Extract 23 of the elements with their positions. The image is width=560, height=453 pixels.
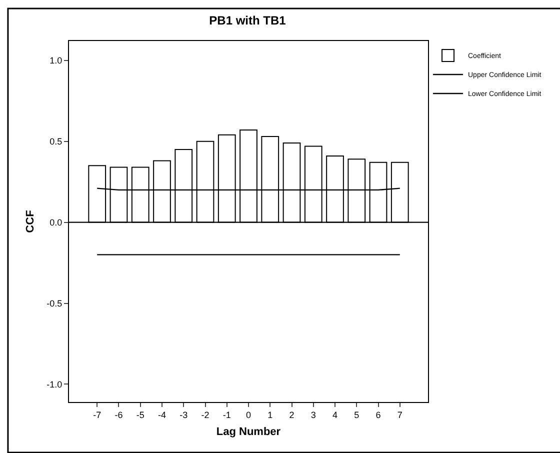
x-tick-label: -7 <box>93 410 102 420</box>
x-tick-label: -5 <box>136 410 144 420</box>
x-tick-label: 3 <box>310 410 316 420</box>
chart-title: PB1 with TB1 <box>209 14 286 28</box>
x-tick-label: 1 <box>268 410 273 420</box>
x-tick-label: 6 <box>376 410 381 420</box>
x-tick-label: -6 <box>114 410 123 420</box>
x-tick-label: 7 <box>397 410 402 420</box>
y-tick-label: 1.0 <box>50 56 62 66</box>
y-tick-label: 0.5 <box>50 136 62 147</box>
x-tick-label: -1 <box>222 410 231 420</box>
y-axis-title: CCF <box>24 210 36 233</box>
x-tick-label: 4 <box>332 410 338 420</box>
x-tick-label: 2 <box>289 410 294 420</box>
x-tick-label: 5 <box>354 410 360 420</box>
x-tick-label: 0 <box>246 410 252 420</box>
x-tick-label: -4 <box>158 410 166 420</box>
y-tick-label: 0.0 <box>50 217 62 228</box>
x-tick-label: -2 <box>201 410 210 420</box>
x-tick-label: -3 <box>180 410 188 420</box>
y-tick-label: -0.5 <box>46 298 62 308</box>
y-tick-label: -1.0 <box>46 379 62 390</box>
x-axis-title: Lag Number <box>216 426 282 438</box>
